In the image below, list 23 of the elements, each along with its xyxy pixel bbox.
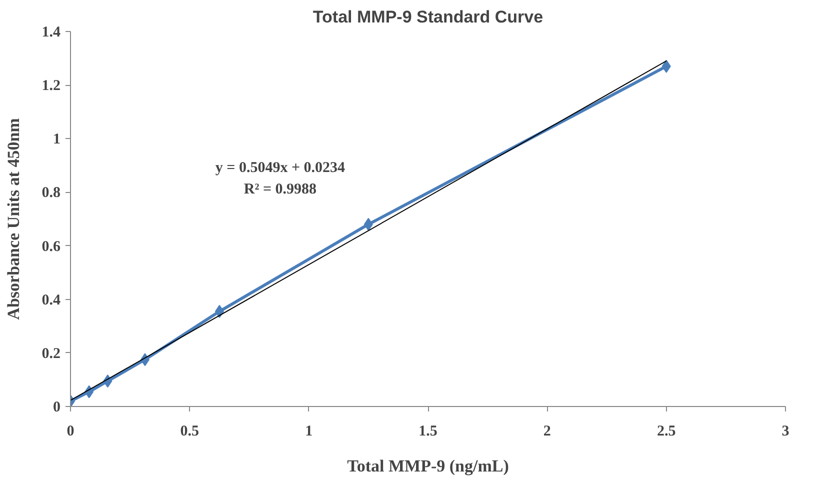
x-axis-title: Total MMP-9 (ng/mL) — [347, 456, 509, 476]
y-tick-label: 1.2 — [42, 78, 60, 94]
point — [364, 218, 373, 231]
y-tick-label: 1 — [53, 132, 60, 148]
y-axis-title: Absorbance Units at 450nm — [4, 118, 23, 320]
y-tick-label: 0.2 — [42, 346, 60, 362]
y-tick-label: 1.4 — [42, 24, 61, 40]
y-tick-label: 0.4 — [42, 292, 61, 308]
annotation: y = 0.5049x + 0.0234 — [215, 160, 346, 176]
x-tick-label: 2 — [543, 424, 551, 440]
x-tick-label: 1.5 — [418, 424, 438, 440]
y-tick-label: 0.6 — [42, 238, 61, 255]
chart-title: Total MMP-9 Standard Curve — [312, 8, 544, 26]
x-tick-label: 0 — [66, 424, 74, 440]
annotation: R² = 0.9988 — [244, 182, 317, 198]
y-tick-label: 0.8 — [42, 185, 60, 202]
x-tick-label: 2.5 — [656, 424, 676, 440]
point — [662, 60, 671, 73]
x-tick-label: 0.5 — [180, 424, 200, 440]
x-tick-label: 3 — [782, 424, 790, 440]
y-tick-label: 0 — [53, 400, 60, 416]
point — [214, 304, 224, 318]
x-tick-label: 1 — [305, 424, 313, 440]
